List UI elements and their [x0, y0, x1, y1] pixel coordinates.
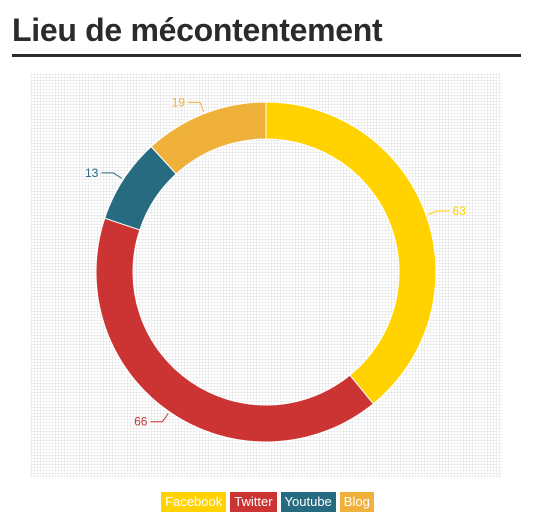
data-label-blog: 19 — [172, 95, 186, 109]
data-label-youtube: 13 — [85, 166, 99, 180]
legend-item-twitter[interactable]: Twitter — [230, 492, 277, 512]
legend-item-facebook[interactable]: Facebook — [161, 492, 227, 512]
connector-twitter — [150, 413, 169, 423]
donut-slice-blog[interactable] — [150, 101, 267, 175]
data-label-twitter: 66 — [134, 415, 148, 429]
chart-legend: Facebook Twitter Youtube Blog — [0, 492, 535, 512]
title-divider — [12, 54, 521, 57]
donut-chart: 63 66 13 19 — [85, 95, 466, 443]
connector-facebook — [427, 210, 450, 215]
donut-slice-twitter[interactable] — [95, 217, 374, 443]
connector-blog — [188, 101, 205, 112]
donut-slice-facebook[interactable] — [265, 101, 437, 405]
connector-youtube — [101, 172, 122, 179]
page-title: Lieu de mécontentement — [12, 12, 383, 48]
chart-area: 63 66 13 19 — [30, 73, 502, 477]
legend-item-youtube[interactable]: Youtube — [280, 492, 336, 512]
legend-item-blog[interactable]: Blog — [339, 492, 374, 512]
data-label-facebook: 63 — [452, 204, 466, 218]
